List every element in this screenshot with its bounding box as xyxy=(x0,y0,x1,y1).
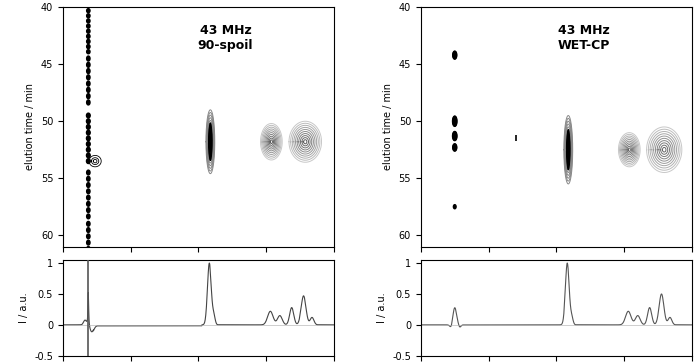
Polygon shape xyxy=(87,215,89,217)
Polygon shape xyxy=(87,94,90,99)
Polygon shape xyxy=(87,70,89,72)
Polygon shape xyxy=(87,147,90,152)
Polygon shape xyxy=(87,159,90,163)
Polygon shape xyxy=(87,208,90,212)
Polygon shape xyxy=(208,129,212,155)
Polygon shape xyxy=(87,9,90,13)
Polygon shape xyxy=(87,57,89,60)
Polygon shape xyxy=(87,201,90,206)
Polygon shape xyxy=(87,203,89,205)
Polygon shape xyxy=(87,40,89,42)
Polygon shape xyxy=(87,69,90,74)
Polygon shape xyxy=(87,195,90,200)
Polygon shape xyxy=(209,131,212,152)
Polygon shape xyxy=(87,228,90,232)
Polygon shape xyxy=(87,189,90,194)
Polygon shape xyxy=(87,82,89,85)
Polygon shape xyxy=(87,15,89,17)
Polygon shape xyxy=(87,214,90,219)
Polygon shape xyxy=(87,119,90,124)
Polygon shape xyxy=(87,45,90,49)
Polygon shape xyxy=(567,138,570,161)
Polygon shape xyxy=(209,134,212,150)
Polygon shape xyxy=(87,131,89,134)
Polygon shape xyxy=(87,113,90,118)
Polygon shape xyxy=(566,132,570,167)
Polygon shape xyxy=(87,126,89,129)
Polygon shape xyxy=(87,136,90,141)
Polygon shape xyxy=(87,209,89,211)
Polygon shape xyxy=(87,178,89,180)
Polygon shape xyxy=(87,20,89,22)
Polygon shape xyxy=(87,14,90,18)
Y-axis label: I / a.u.: I / a.u. xyxy=(377,293,387,323)
Polygon shape xyxy=(452,116,457,126)
Polygon shape xyxy=(208,126,212,158)
Polygon shape xyxy=(454,205,456,209)
Polygon shape xyxy=(87,137,89,140)
Polygon shape xyxy=(87,30,89,32)
Polygon shape xyxy=(568,147,569,152)
Polygon shape xyxy=(87,100,90,105)
Polygon shape xyxy=(566,135,570,164)
Polygon shape xyxy=(87,114,89,117)
Polygon shape xyxy=(452,131,457,140)
Polygon shape xyxy=(87,176,90,181)
Polygon shape xyxy=(87,142,90,146)
Polygon shape xyxy=(453,51,456,59)
Polygon shape xyxy=(87,87,90,93)
Polygon shape xyxy=(453,118,456,125)
Polygon shape xyxy=(87,56,90,61)
Polygon shape xyxy=(87,50,90,54)
Polygon shape xyxy=(87,234,90,239)
Y-axis label: elution time / min: elution time / min xyxy=(383,83,393,171)
Polygon shape xyxy=(87,29,90,33)
Polygon shape xyxy=(87,196,89,199)
Polygon shape xyxy=(87,95,89,97)
Polygon shape xyxy=(453,144,456,151)
Polygon shape xyxy=(87,62,90,67)
Polygon shape xyxy=(87,170,90,175)
Polygon shape xyxy=(565,130,571,170)
Polygon shape xyxy=(87,125,90,129)
Polygon shape xyxy=(87,120,89,123)
Polygon shape xyxy=(87,184,89,186)
Polygon shape xyxy=(87,25,89,27)
Polygon shape xyxy=(567,141,570,158)
Polygon shape xyxy=(87,51,89,53)
Polygon shape xyxy=(87,75,90,80)
Polygon shape xyxy=(87,160,89,163)
Polygon shape xyxy=(87,76,89,79)
Polygon shape xyxy=(210,136,211,147)
Polygon shape xyxy=(87,130,90,135)
Polygon shape xyxy=(87,45,89,48)
Polygon shape xyxy=(87,24,90,28)
Polygon shape xyxy=(87,143,89,146)
Polygon shape xyxy=(87,190,89,192)
Polygon shape xyxy=(87,64,89,66)
Polygon shape xyxy=(208,123,213,160)
Polygon shape xyxy=(87,10,89,12)
Y-axis label: elution time / min: elution time / min xyxy=(25,83,35,171)
Polygon shape xyxy=(87,154,89,157)
Text: 43 MHz
WET-CP: 43 MHz WET-CP xyxy=(557,24,610,52)
Polygon shape xyxy=(87,171,89,174)
Polygon shape xyxy=(87,240,90,245)
Polygon shape xyxy=(87,246,90,251)
Polygon shape xyxy=(87,148,89,151)
Polygon shape xyxy=(87,81,90,86)
Y-axis label: I / a.u.: I / a.u. xyxy=(19,293,29,323)
Polygon shape xyxy=(87,221,90,226)
Polygon shape xyxy=(87,153,90,158)
Polygon shape xyxy=(87,101,89,104)
Polygon shape xyxy=(454,133,456,139)
Polygon shape xyxy=(87,89,89,91)
Polygon shape xyxy=(87,40,90,44)
Polygon shape xyxy=(87,19,90,23)
Polygon shape xyxy=(568,144,569,155)
Text: 43 MHz
90-spoil: 43 MHz 90-spoil xyxy=(198,24,253,52)
Polygon shape xyxy=(87,183,90,187)
Polygon shape xyxy=(87,35,89,37)
Polygon shape xyxy=(87,34,90,38)
